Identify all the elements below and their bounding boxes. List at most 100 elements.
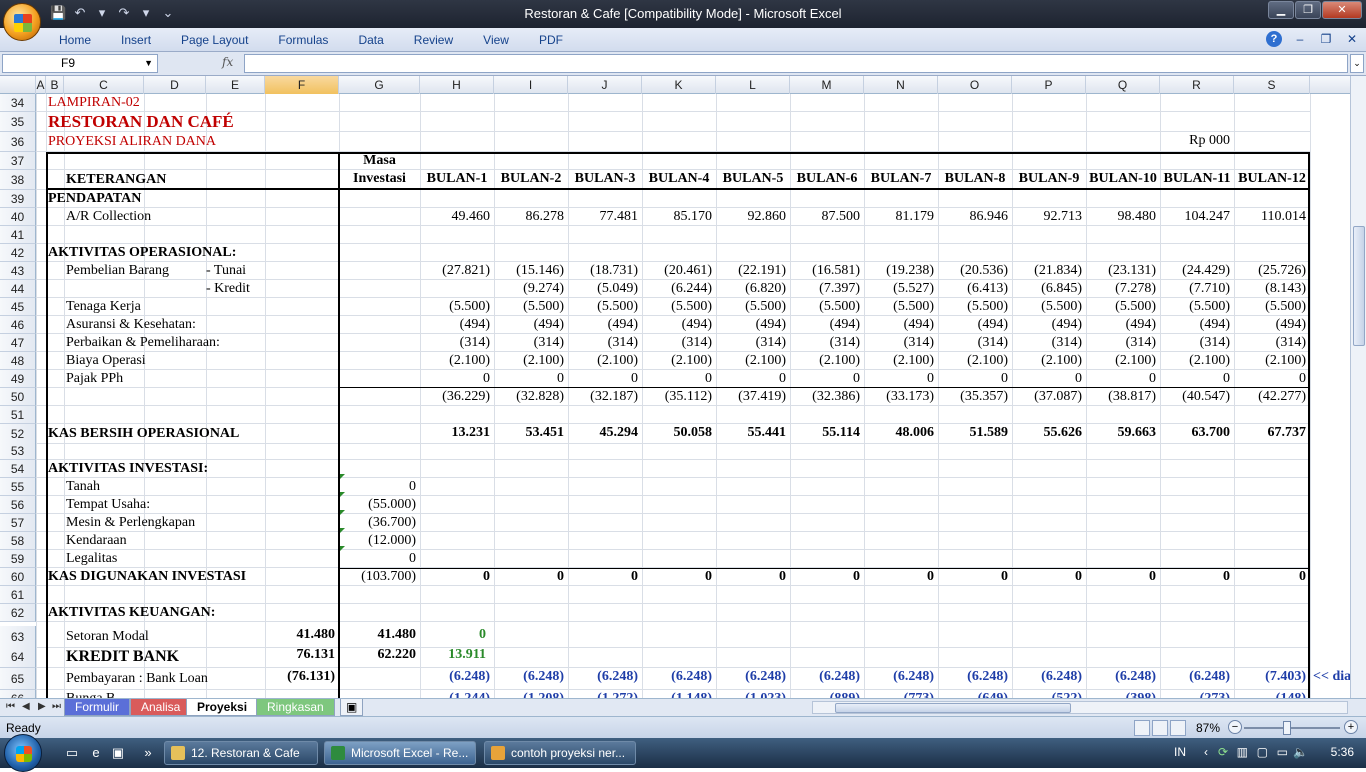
horizontal-scroll-thumb[interactable] — [835, 703, 1071, 713]
media-icon[interactable]: ▣ — [111, 745, 125, 760]
column-header-r[interactable]: R — [1160, 76, 1234, 94]
page-break-view-button[interactable] — [1170, 720, 1186, 736]
taskbar-item-excel[interactable]: Microsoft Excel - Re... — [324, 741, 476, 765]
row-header[interactable]: 45 — [0, 298, 36, 316]
row-header[interactable]: 43 — [0, 262, 36, 280]
column-header-i[interactable]: I — [494, 76, 568, 94]
formula-expand-icon[interactable]: ⌄ — [1350, 54, 1364, 73]
column-header-p[interactable]: P — [1012, 76, 1086, 94]
zoom-out-button[interactable]: − — [1228, 720, 1242, 734]
redo-icon[interactable]: ↷ — [118, 5, 130, 20]
tab-insert[interactable]: Insert — [121, 33, 152, 47]
row-header[interactable]: 66 — [0, 690, 36, 698]
column-header-o[interactable]: O — [938, 76, 1012, 94]
start-button[interactable] — [4, 734, 42, 772]
zoom-level[interactable]: 87% — [1196, 721, 1221, 735]
vertical-scroll-thumb[interactable] — [1353, 226, 1365, 346]
insert-function-button[interactable]: fx — [222, 55, 234, 69]
normal-view-button[interactable] — [1134, 720, 1150, 736]
row-header[interactable]: 56 — [0, 496, 36, 514]
workbook-minimize-button[interactable]: – — [1296, 32, 1304, 46]
column-header-e[interactable]: E — [206, 76, 265, 94]
undo-icon[interactable]: ↶ — [74, 5, 86, 20]
row-header[interactable]: 62 — [0, 604, 36, 622]
tab-data[interactable]: Data — [358, 33, 384, 47]
taskbar-item-browser[interactable]: contoh proyeksi ner... — [484, 741, 636, 765]
vertical-scrollbar[interactable] — [1350, 76, 1366, 698]
sync-icon[interactable]: ⟳ — [1217, 745, 1228, 759]
column-header-m[interactable]: M — [790, 76, 864, 94]
last-sheet-icon[interactable]: ⏭ — [52, 701, 61, 712]
zoom-in-button[interactable]: + — [1344, 720, 1358, 734]
row-header[interactable]: 37 — [0, 152, 36, 170]
row-header[interactable]: 39 — [0, 190, 36, 208]
device-icon[interactable]: ▢ — [1256, 745, 1268, 759]
horizontal-scrollbar[interactable] — [812, 701, 1348, 714]
worksheet-grid[interactable]: 34 LAMPIRAN-02 35 RESTORAN DAN CAFÉ 36 PROYEK… — [0, 94, 1350, 698]
row-header[interactable]: 46 — [0, 316, 36, 334]
tab-review[interactable]: Review — [413, 33, 454, 47]
row-header[interactable]: 55 — [0, 478, 36, 496]
select-all-corner[interactable] — [0, 76, 36, 94]
zoom-slider-knob[interactable] — [1283, 721, 1291, 735]
tab-home[interactable]: Home — [59, 33, 92, 47]
row-header[interactable]: 48 — [0, 352, 36, 370]
row-header[interactable]: 44 — [0, 280, 36, 298]
sheet-tab-formulir[interactable]: Formulir — [64, 699, 130, 716]
column-header-c[interactable]: C — [64, 76, 144, 94]
column-header-k[interactable]: K — [642, 76, 716, 94]
tab-page-layout[interactable]: Page Layout — [181, 33, 249, 47]
office-button[interactable] — [3, 3, 41, 41]
close-button[interactable]: ✕ — [1322, 1, 1362, 19]
clock[interactable]: 5:36 — [1330, 745, 1354, 759]
internet-explorer-icon[interactable]: e — [92, 745, 100, 760]
name-box[interactable]: F9 ▼ — [2, 54, 158, 73]
row-header[interactable]: 60 — [0, 568, 36, 586]
row-header[interactable]: 57 — [0, 514, 36, 532]
row-header[interactable]: 65 — [0, 668, 36, 690]
row-header[interactable]: 47 — [0, 334, 36, 352]
row-header[interactable]: 42 — [0, 244, 36, 262]
workbook-close-button[interactable]: ✕ — [1346, 32, 1358, 46]
sheet-tab-ringkasan[interactable]: Ringkasan — [256, 699, 335, 716]
prev-sheet-icon[interactable]: ◀ — [22, 701, 30, 712]
column-header-j[interactable]: J — [568, 76, 642, 94]
tab-formulas[interactable]: Formulas — [278, 33, 329, 47]
tab-pdf[interactable]: PDF — [538, 33, 563, 47]
column-header-l[interactable]: L — [716, 76, 790, 94]
tab-view[interactable]: View — [483, 33, 509, 47]
save-icon[interactable]: 💾 — [50, 5, 67, 20]
row-header[interactable]: 63 — [0, 626, 36, 648]
row-header[interactable]: 61 — [0, 586, 36, 604]
name-box-dropdown-icon[interactable]: ▼ — [144, 58, 153, 68]
tray-expand-icon[interactable]: ‹ — [1204, 745, 1208, 759]
taskbar-item-folder[interactable]: 12. Restoran & Cafe — [164, 741, 318, 765]
column-header-a[interactable]: A — [36, 76, 46, 94]
row-header[interactable]: 50 — [0, 388, 36, 406]
row-header[interactable]: 51 — [0, 406, 36, 424]
column-header-q[interactable]: Q — [1086, 76, 1160, 94]
column-header-d[interactable]: D — [144, 76, 206, 94]
insert-sheet-icon[interactable]: ▣ — [340, 699, 364, 716]
column-header-n[interactable]: N — [864, 76, 938, 94]
minimize-button[interactable]: ▁ — [1268, 1, 1294, 19]
formula-input[interactable] — [244, 54, 1348, 73]
row-header[interactable]: 52 — [0, 424, 36, 444]
row-header[interactable]: 38 — [0, 170, 36, 190]
first-sheet-icon[interactable]: ⏮ — [6, 701, 15, 712]
column-header-g[interactable]: G — [339, 76, 420, 94]
language-indicator[interactable]: IN — [1174, 745, 1186, 759]
row-header[interactable]: 41 — [0, 226, 36, 244]
customize-qat-icon[interactable]: ⌄ — [162, 5, 174, 20]
column-header-f[interactable]: F — [265, 76, 339, 94]
row-header[interactable]: 36 — [0, 132, 36, 152]
show-desktop-icon[interactable]: ▭ — [65, 745, 79, 760]
maximize-button[interactable]: ❐ — [1295, 1, 1321, 19]
row-header[interactable]: 49 — [0, 370, 36, 388]
sheet-tab-analisa[interactable]: Analisa — [130, 699, 192, 716]
column-header-s[interactable]: S — [1234, 76, 1310, 94]
row-header[interactable]: 53 — [0, 442, 36, 460]
help-icon[interactable]: ? — [1266, 31, 1282, 47]
next-sheet-icon[interactable]: ▶ — [38, 701, 46, 712]
row-header[interactable]: 35 — [0, 112, 36, 132]
